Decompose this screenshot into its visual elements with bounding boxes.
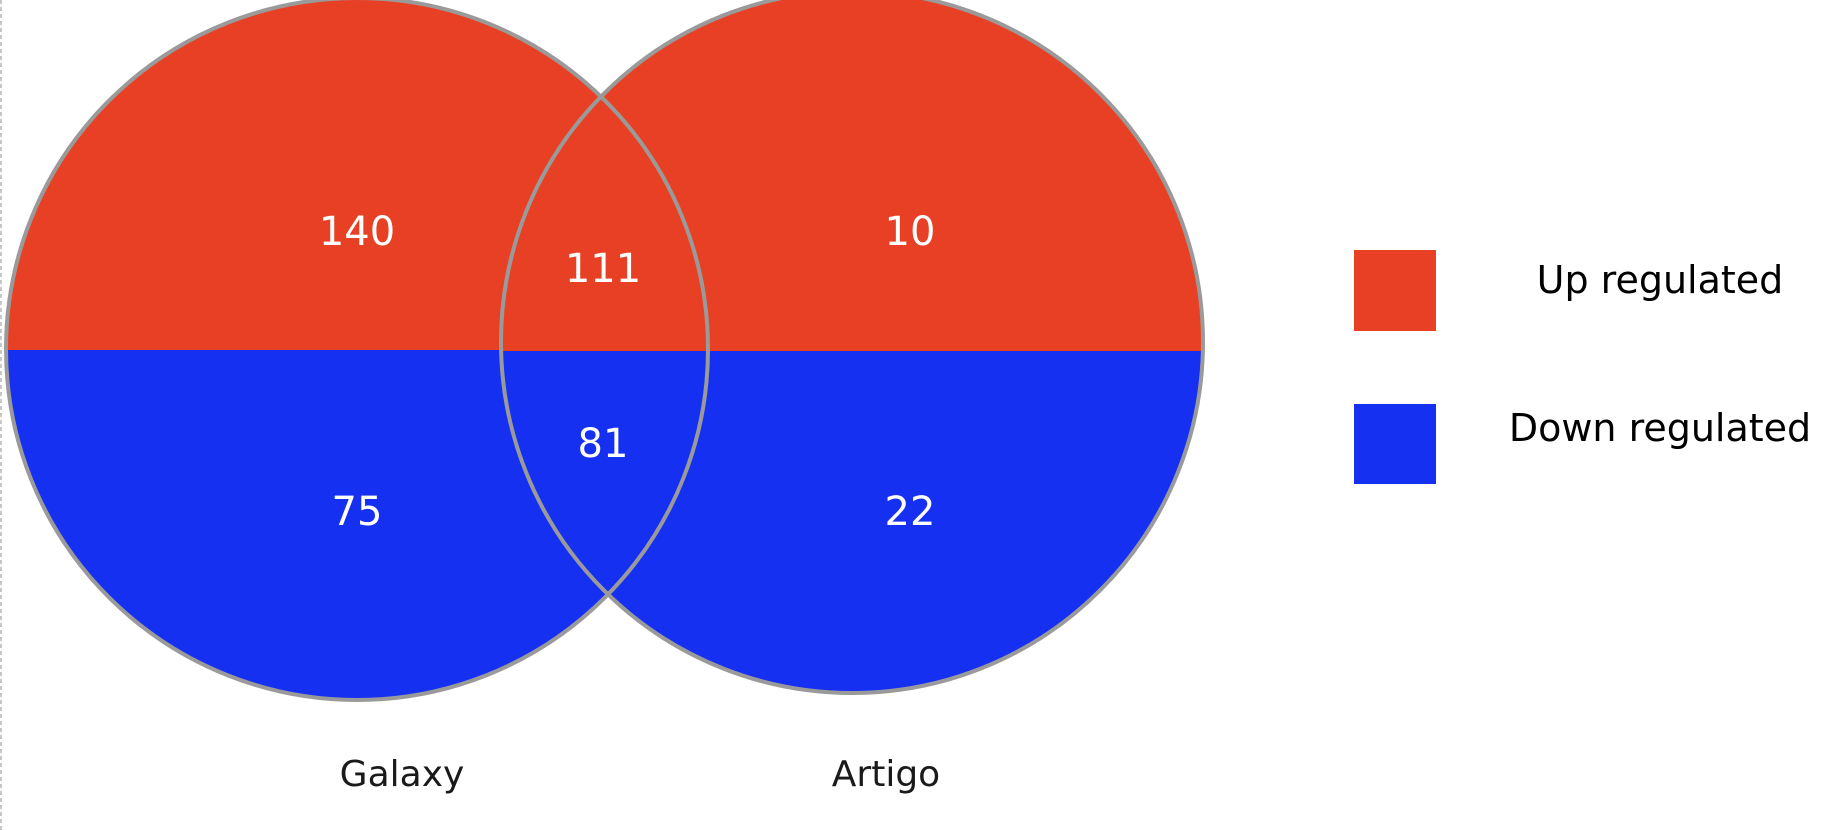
artigo-only-down-count: 22	[885, 489, 936, 535]
legend-swatch-down	[1354, 404, 1436, 484]
artigo-up-half	[501, 0, 1203, 351]
galaxy-only-up-count: 140	[319, 209, 395, 255]
set-label-artigo: Artigo	[832, 754, 940, 795]
set-label-galaxy: Galaxy	[340, 754, 465, 795]
galaxy-only-down-count: 75	[332, 489, 383, 535]
legend-label-up: Up regulated	[1537, 258, 1784, 302]
artigo-down-half	[501, 351, 1203, 693]
legend-swatch-up	[1354, 250, 1436, 331]
artigo-only-up-count: 10	[885, 209, 936, 255]
galaxy-circle-outline	[4, 0, 710, 702]
legend-label-down: Down regulated	[1509, 406, 1811, 450]
legend: Up regulated Down regulated	[1354, 250, 1811, 484]
artigo-circle-outline	[499, 0, 1205, 695]
overlap-down-count: 81	[578, 421, 629, 467]
overlap-up-count: 111	[565, 246, 641, 292]
